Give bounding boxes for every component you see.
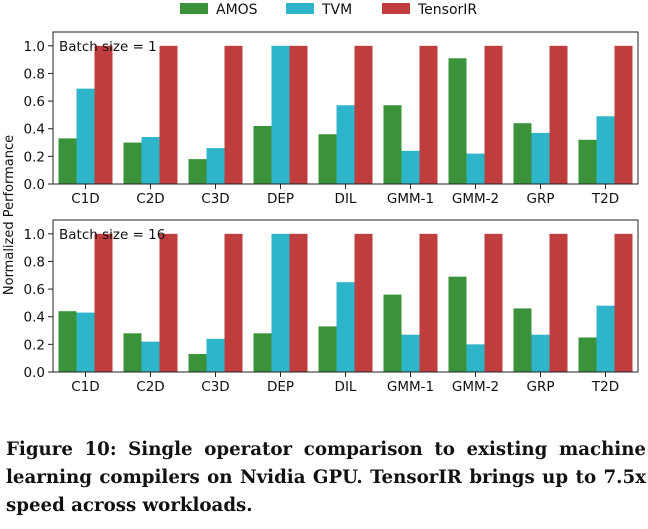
x-tick-label: GMM-1 <box>387 191 434 207</box>
bar-tvm-c3d <box>206 148 225 184</box>
x-tick-label: GRP <box>527 191 555 207</box>
x-tick-label: GMM-2 <box>452 379 499 395</box>
bar-amos-t2d <box>578 139 597 184</box>
x-tick-label: C2D <box>136 191 164 207</box>
bar-amos-grp <box>513 308 532 372</box>
x-tick-label: C3D <box>201 191 229 207</box>
bar-amos-grp <box>513 123 532 184</box>
bar-tvm-grp <box>531 132 550 184</box>
bar-amos-dep <box>253 333 272 372</box>
bar-tensorir-c2d <box>159 233 178 372</box>
bar-tensorir-gmm-1 <box>419 233 438 372</box>
bar-tensorir-grp <box>549 233 568 372</box>
y-tick-label: 0.8 <box>24 254 45 270</box>
x-tick-label: GMM-2 <box>452 191 499 207</box>
bar-amos-dil <box>318 326 337 372</box>
x-tick-label: DEP <box>267 379 294 395</box>
x-tick-label: GMM-1 <box>387 379 434 395</box>
bar-amos-gmm-1 <box>383 294 402 372</box>
x-tick-label: C2D <box>136 379 164 395</box>
x-tick-label: C1D <box>71 191 99 207</box>
bar-tensorir-gmm-2 <box>484 233 503 372</box>
panel-label: Batch size = 16 <box>59 227 165 243</box>
chart-legend: AMOS TVM TensorIR <box>180 2 477 18</box>
bar-tvm-c1d <box>76 88 95 184</box>
bar-tensorir-grp <box>549 45 568 184</box>
legend-label-amos: AMOS <box>216 2 258 18</box>
x-tick-label: DIL <box>335 191 357 207</box>
bar-amos-t2d <box>578 337 597 372</box>
bar-tensorir-c3d <box>224 45 243 184</box>
bar-tensorir-dil <box>354 233 373 372</box>
panel-batch-16: 0.0 0.2 0.4 0.6 0.8 1.0 C1D C2D C3D DEP DIL GMM-1 GM… <box>24 219 639 395</box>
bar-amos-c3d <box>188 159 207 184</box>
y-tick-label: 0.0 <box>24 365 45 381</box>
bar-amos-gmm-1 <box>383 105 402 184</box>
bar-amos-c1d <box>58 311 77 372</box>
y-tick-label: 0.2 <box>24 149 45 165</box>
bar-tvm-gmm-2 <box>466 153 485 184</box>
bar-amos-c1d <box>58 138 77 184</box>
x-tick-label: C3D <box>201 379 229 395</box>
bar-tensorir-c2d <box>159 45 178 184</box>
y-tick-label: 0.6 <box>24 282 45 298</box>
x-tick-label: DEP <box>267 191 294 207</box>
bar-tvm-gmm-1 <box>401 150 420 184</box>
bar-tensorir-dil <box>354 45 373 184</box>
bar-tensorir-c1d <box>94 45 113 184</box>
panel-batch-1: 0.0 0.2 0.4 0.6 0.8 1.0 C1D C2D C3D DEP DIL GMM-1 GM… <box>24 31 639 207</box>
bar-chart-figure: AMOS TVM TensorIR Normalized Performance… <box>2 2 639 395</box>
bar-amos-gmm-2 <box>448 58 467 184</box>
bar-tvm-c2d <box>141 341 160 372</box>
y-axis-label: Normalized Performance <box>2 135 17 295</box>
bar-tvm-gmm-1 <box>401 334 420 372</box>
panel-label: Batch size = 1 <box>59 39 157 55</box>
y-tick-label: 0.4 <box>24 310 45 326</box>
bar-tvm-t2d <box>596 305 615 372</box>
bar-amos-dep <box>253 125 272 184</box>
bar-amos-c3d <box>188 354 207 372</box>
y-tick-label: 0.6 <box>24 94 45 110</box>
bar-tensorir-gmm-2 <box>484 45 503 184</box>
x-tick-label: DIL <box>335 379 357 395</box>
bar-tvm-c3d <box>206 338 225 372</box>
bar-tensorir-dep <box>289 45 308 184</box>
figure-caption: Figure 10: Single operator comparison to… <box>6 439 646 516</box>
bar-tensorir-t2d <box>614 233 633 372</box>
y-tick-label: 1.0 <box>24 39 45 55</box>
y-tick-label: 0.2 <box>24 337 45 353</box>
bar-tensorir-c1d <box>94 233 113 372</box>
x-tick-label: C1D <box>71 379 99 395</box>
x-tick-label: T2D <box>591 379 619 395</box>
legend-swatch-tensorir <box>382 3 410 14</box>
bar-tvm-dil <box>336 282 355 372</box>
legend-swatch-tvm <box>286 3 314 14</box>
bar-tvm-t2d <box>596 116 615 184</box>
legend-label-tvm: TVM <box>321 2 352 18</box>
bar-tensorir-dep <box>289 233 308 372</box>
y-tick-label: 0.8 <box>24 66 45 82</box>
bar-tvm-dil <box>336 105 355 184</box>
bar-tvm-c2d <box>141 137 160 184</box>
legend-swatch-amos <box>180 3 208 14</box>
bar-tvm-gmm-2 <box>466 344 485 372</box>
y-tick-label: 0.4 <box>24 122 45 138</box>
bar-tvm-c1d <box>76 312 95 372</box>
x-tick-label: GRP <box>527 379 555 395</box>
x-tick-label: T2D <box>591 191 619 207</box>
bar-tvm-dep <box>271 45 290 184</box>
bar-amos-c2d <box>123 333 142 372</box>
y-tick-label: 0.0 <box>24 177 45 193</box>
bar-amos-dil <box>318 134 337 184</box>
bar-tvm-grp <box>531 334 550 372</box>
bar-tensorir-c3d <box>224 233 243 372</box>
y-tick-label: 1.0 <box>24 227 45 243</box>
legend-label-tensorir: TensorIR <box>417 2 477 18</box>
bar-tvm-dep <box>271 233 290 372</box>
bar-amos-gmm-2 <box>448 276 467 372</box>
bar-amos-c2d <box>123 142 142 184</box>
bar-tensorir-t2d <box>614 45 633 184</box>
bar-tensorir-gmm-1 <box>419 45 438 184</box>
